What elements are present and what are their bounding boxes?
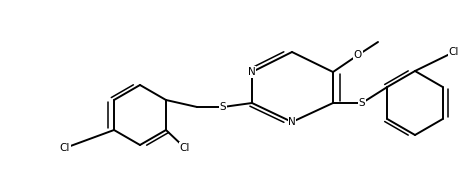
Text: S: S bbox=[220, 102, 226, 112]
Text: Cl: Cl bbox=[449, 47, 459, 57]
Text: Cl: Cl bbox=[180, 143, 190, 153]
Text: Cl: Cl bbox=[60, 143, 70, 153]
Text: N: N bbox=[248, 67, 256, 77]
Text: O: O bbox=[354, 50, 362, 60]
Text: N: N bbox=[288, 117, 296, 127]
Text: S: S bbox=[359, 98, 365, 108]
